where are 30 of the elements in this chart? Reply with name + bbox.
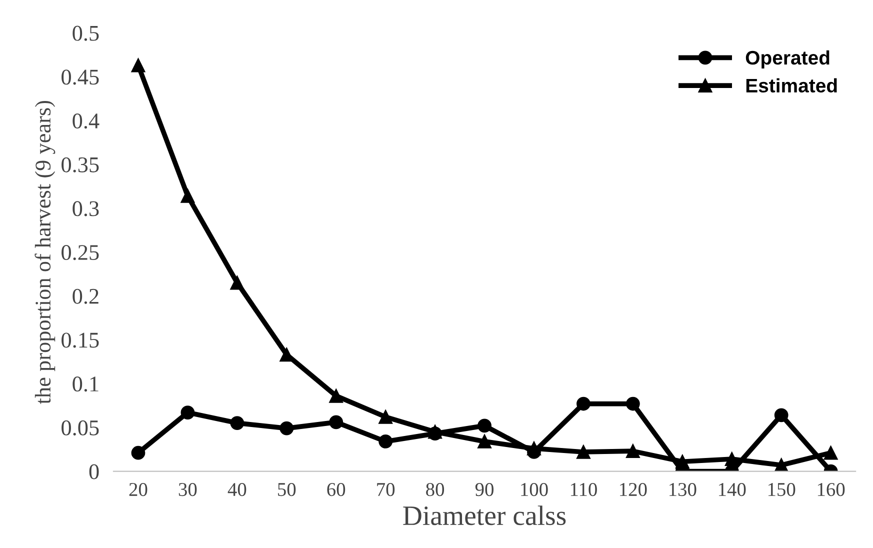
x-tick-label: 70: [377, 482, 395, 496]
legend-label: Operated: [746, 50, 830, 69]
x-tick-label: 60: [327, 482, 346, 496]
x-tick-label: 160: [818, 482, 845, 496]
x-tick-label: 20: [129, 482, 148, 496]
x-tick-label: 120: [620, 482, 647, 496]
y-tick-label: 0.05: [62, 420, 99, 436]
y-tick-label: 0: [89, 464, 99, 480]
y-tick-label: 0.2: [72, 288, 98, 304]
x-axis-title: Diameter calss: [403, 506, 566, 526]
x-tick-label: 110: [570, 482, 597, 496]
x-tick-label: 50: [278, 482, 296, 496]
y-tick-label: 0.45: [62, 70, 99, 85]
x-tick-label: 100: [521, 482, 548, 496]
x-tick-label: 40: [228, 482, 246, 496]
y-tick-label: 0.15: [62, 332, 99, 348]
y-tick-label: 0.4: [72, 113, 100, 129]
legend-label: Estimated: [746, 78, 837, 93]
y-tick-label: 0.35: [62, 157, 99, 172]
y-axis-title: the proportion of harvest (9 years): [34, 100, 56, 404]
y-tick-label: 0.1: [72, 376, 98, 392]
y-tick-label: 0.5: [72, 26, 99, 41]
x-tick-label: 30: [178, 482, 197, 496]
x-tick-label: 150: [768, 482, 796, 496]
y-tick-label: 0.3: [72, 201, 99, 216]
x-tick-label: 80: [426, 482, 444, 496]
x-tick-label: 130: [670, 482, 696, 496]
y-tick-label: 0.25: [62, 245, 99, 260]
x-tick-label: 90: [475, 482, 494, 496]
x-tick-label: 140: [718, 482, 746, 496]
